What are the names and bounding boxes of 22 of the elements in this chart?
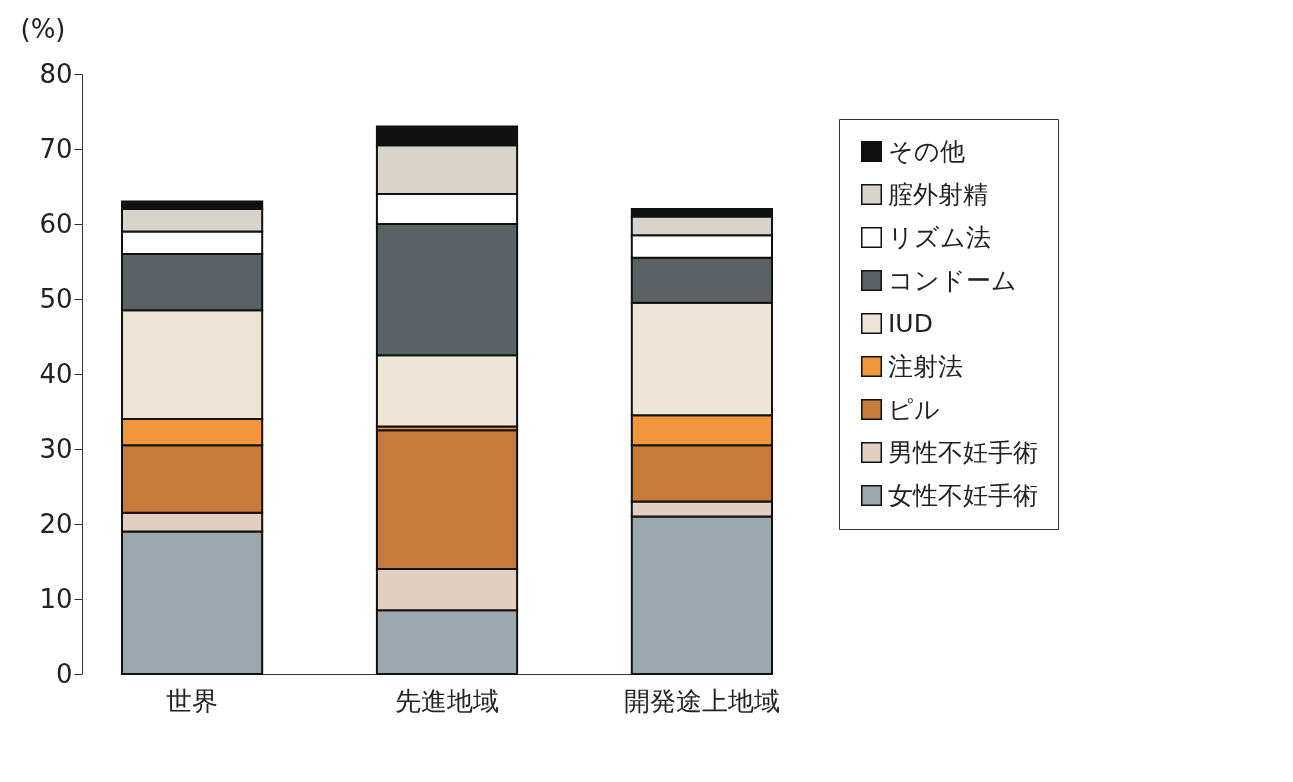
- x-tick-label: 世界: [166, 685, 219, 716]
- legend-label: 注射法: [888, 351, 963, 381]
- y-tick-label: 70: [39, 133, 73, 164]
- legend-label: リズム法: [888, 222, 991, 252]
- legend-label: その他: [888, 136, 965, 166]
- y-axis-title: (%): [20, 13, 66, 44]
- y-tick-label: 50: [39, 283, 73, 314]
- legend-label: IUD: [888, 308, 933, 338]
- legend-label: 腟外射精: [888, 179, 988, 209]
- legend-label: コンドーム: [888, 265, 1017, 295]
- y-tick-label: 40: [39, 358, 73, 389]
- y-tick-label: 80: [39, 58, 73, 89]
- x-tick-label: 先進地域: [395, 685, 499, 716]
- y-tick-label: 10: [39, 583, 73, 614]
- y-tick-label: 60: [39, 208, 73, 239]
- x-tick-label: 開発途上地域: [623, 685, 780, 716]
- legend-label: 女性不妊手術: [888, 480, 1038, 510]
- y-tick-label: 0: [55, 658, 73, 689]
- y-tick-label: 20: [39, 508, 73, 539]
- legend-label: ピル: [888, 394, 940, 424]
- legend-label: 男性不妊手術: [888, 437, 1038, 467]
- y-tick-label: 30: [39, 433, 73, 464]
